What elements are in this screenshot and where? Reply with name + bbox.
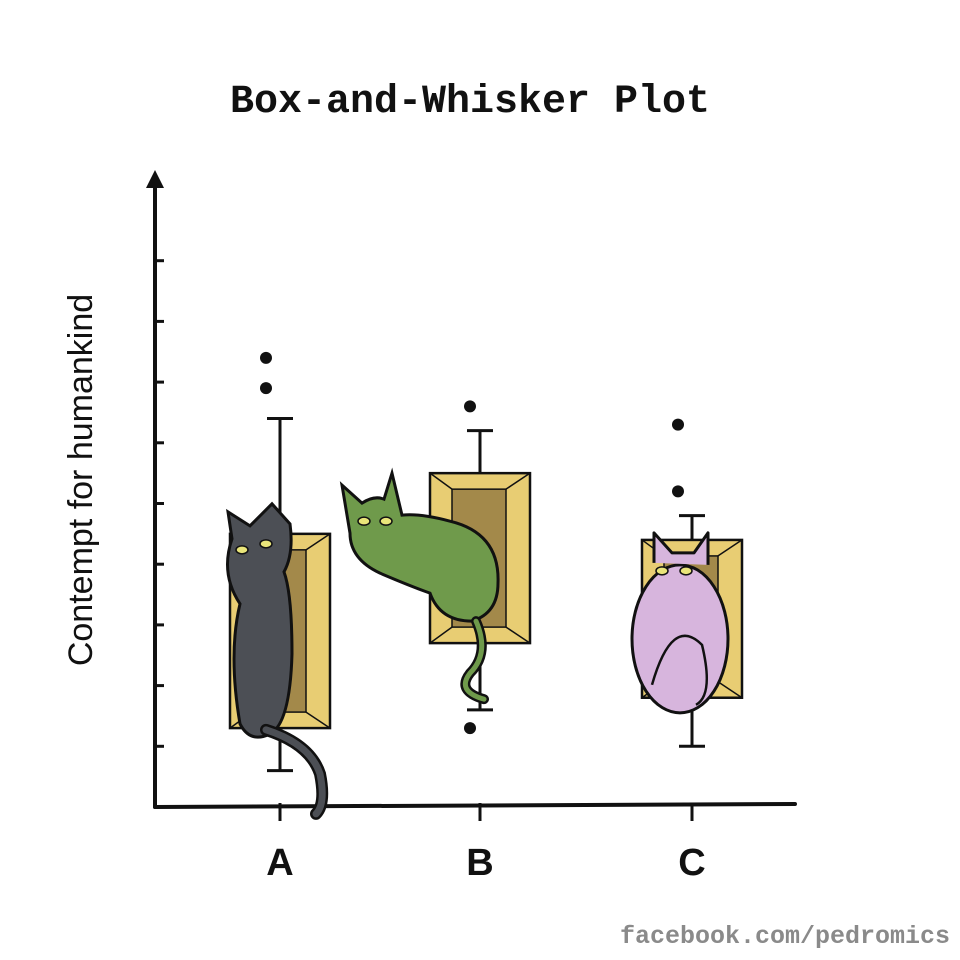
box-edge bbox=[305, 533, 331, 551]
purple-cat-body bbox=[630, 563, 730, 715]
grey-cat-eye bbox=[235, 545, 249, 555]
box-edge bbox=[505, 472, 531, 490]
box-group-b bbox=[339, 400, 532, 735]
x-tick-label: C bbox=[678, 842, 705, 884]
green-cat-tail-fill bbox=[462, 618, 487, 702]
box-edge bbox=[505, 626, 531, 644]
box-edge bbox=[717, 539, 743, 557]
axes bbox=[146, 170, 797, 821]
green-cat-icon bbox=[339, 467, 500, 705]
outlier-point bbox=[260, 351, 272, 364]
grey-cat-body bbox=[226, 501, 294, 739]
box-group-c bbox=[630, 418, 744, 748]
purple-cat-curl bbox=[650, 634, 708, 706]
grey-cat-eye bbox=[259, 539, 273, 549]
outlier-point bbox=[672, 485, 684, 498]
purple-cat-icon bbox=[630, 531, 730, 715]
y-axis-label: Contempt for humankind bbox=[62, 294, 100, 666]
outlier-point bbox=[260, 382, 272, 395]
purple-cat-ears bbox=[652, 531, 710, 565]
x-tick-label: B bbox=[466, 842, 493, 884]
green-cat-eye bbox=[357, 516, 371, 526]
green-cat-body bbox=[339, 467, 500, 623]
y-axis-arrow bbox=[146, 170, 164, 188]
box-edge bbox=[429, 472, 453, 490]
purple-cat-eye bbox=[655, 566, 669, 576]
outlier-point bbox=[672, 418, 684, 431]
outlier-point bbox=[464, 722, 476, 735]
outlier-point bbox=[464, 400, 476, 413]
x-axis-line bbox=[153, 802, 797, 809]
purple-cat-eye bbox=[679, 566, 693, 576]
labels: Contempt for humankind A B C bbox=[62, 294, 706, 884]
box-edge bbox=[429, 626, 453, 644]
chart-title: Box-and-Whisker Plot bbox=[229, 80, 711, 125]
grey-cat-tail-fill bbox=[262, 726, 326, 818]
boxes bbox=[226, 351, 744, 820]
grey-cat-icon bbox=[226, 501, 329, 820]
credit-watermark: facebook.com/pedromics bbox=[619, 922, 950, 951]
green-cat-eye bbox=[379, 516, 393, 526]
box-edge bbox=[305, 711, 331, 729]
box-group-a bbox=[226, 351, 332, 820]
x-tick-label: A bbox=[266, 842, 293, 884]
box-edge bbox=[717, 681, 743, 699]
